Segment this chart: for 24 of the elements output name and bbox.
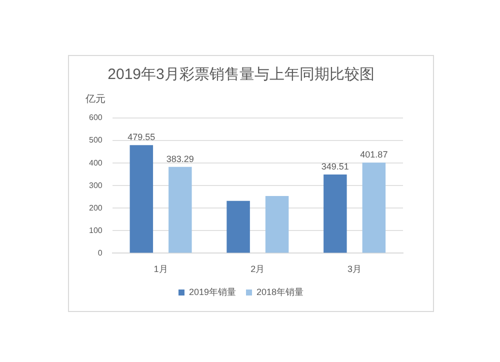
bar — [324, 174, 347, 253]
bar — [130, 145, 154, 253]
y-tick-label: 500 — [88, 136, 103, 145]
bar — [362, 162, 386, 253]
bar — [226, 200, 250, 253]
data-label: 349.51 — [321, 161, 349, 172]
y-axis-title: 亿元 — [84, 94, 106, 105]
y-tick-label: 0 — [98, 248, 103, 258]
y-tick-label: 300 — [88, 180, 103, 190]
x-tick-label: 3月 — [348, 264, 362, 274]
legend-label: 2018年销量 — [256, 286, 304, 297]
data-label: 401.87 — [360, 150, 388, 160]
chart-title: 2019年3月彩票销售量与上年同期比较图 — [108, 66, 374, 84]
bar — [168, 166, 192, 253]
y-tick-label: 200 — [88, 203, 103, 212]
y-tick-label: 100 — [88, 226, 103, 235]
bar — [265, 196, 289, 253]
y-tick-label: 400 — [88, 158, 103, 168]
x-tick-label: 2月 — [250, 264, 265, 274]
legend-label: 2019年销量 — [188, 286, 236, 297]
x-tick-label: 1月 — [154, 264, 168, 274]
data-label: 383.29 — [166, 154, 194, 164]
data-label: 479.55 — [128, 132, 156, 142]
y-tick-label: 600 — [88, 113, 103, 122]
